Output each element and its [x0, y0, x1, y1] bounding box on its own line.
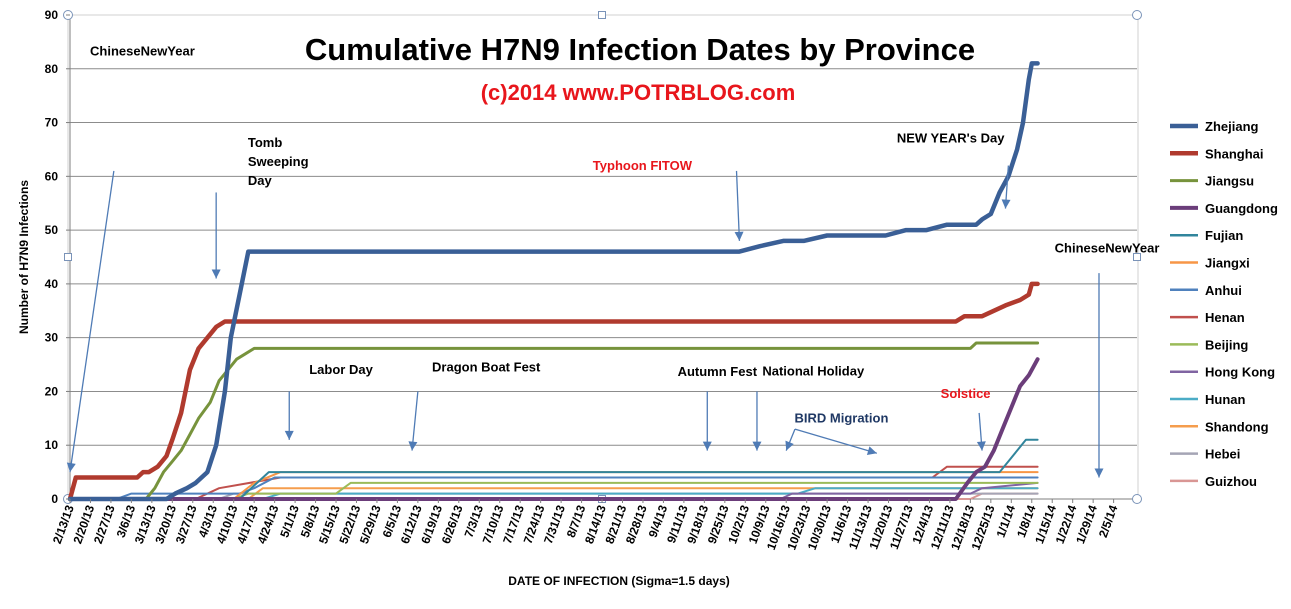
- selection-handle: [1132, 10, 1142, 20]
- series-line-jiangsu: [68, 341, 1040, 501]
- y-tick-label: 10: [45, 438, 59, 452]
- chart-title: Cumulative H7N9 Infection Dates by Provi…: [305, 32, 975, 67]
- y-tick-label: 40: [45, 277, 59, 291]
- legend-item-hunan: Hunan: [1205, 392, 1246, 407]
- chart-subtitle: (c)2014 www.POTRBLOG.com: [481, 80, 796, 105]
- annotation-arrow-head: [408, 441, 418, 451]
- annotation-label: Autumn Fest: [678, 364, 758, 379]
- annotation-arrow-head: [734, 231, 744, 241]
- annotation-arrow-head: [976, 441, 986, 451]
- legend-item-beijing: Beijing: [1205, 337, 1248, 352]
- series-line-shanghai: [67, 281, 1040, 502]
- annotation-arrow-head: [1094, 468, 1104, 478]
- legend-item-guizhou: Guizhou: [1205, 474, 1257, 489]
- legend-item-hong-kong: Hong Kong: [1205, 365, 1275, 380]
- annotation-arrow-head: [785, 440, 794, 451]
- annotation-arrow-head: [66, 462, 76, 473]
- series-line-guangdong: [68, 357, 1040, 501]
- selection-handle: [1132, 494, 1142, 504]
- annotation-label: National Holiday: [762, 363, 865, 378]
- annotation-label: NEW YEAR's Day: [897, 130, 1005, 145]
- legend-item-henan: Henan: [1205, 310, 1245, 325]
- selection-handle: [64, 253, 72, 261]
- series-lines: [67, 61, 1040, 502]
- y-tick-label: 90: [45, 8, 59, 22]
- legend-item-jiangxi: Jiangxi: [1205, 256, 1250, 271]
- annotation-label: ChineseNewYear: [90, 43, 195, 58]
- annotation-label: Dragon Boat Fest: [432, 360, 541, 375]
- y-tick-label: 70: [45, 116, 59, 130]
- y-axis-ticks: 0 10 20 30 40 50 60 70 80 90: [45, 8, 70, 506]
- y-tick-label: 0: [51, 492, 58, 506]
- legend-item-fujian: Fujian: [1205, 228, 1243, 243]
- annotation-label: Tomb: [248, 135, 282, 150]
- annotation-arrow-head: [284, 430, 294, 440]
- annotation-arrow-head: [752, 441, 762, 451]
- annotation-arrow-head: [211, 269, 221, 279]
- annotation-arrow-shaft: [735, 170, 741, 241]
- legend-item-zhejiang: Zhejiang: [1205, 119, 1259, 134]
- annotation-arrow-head: [1001, 199, 1011, 209]
- x-axis-label: DATE OF INFECTION (Sigma=1.5 days): [508, 574, 729, 588]
- selection-handle: [1133, 253, 1141, 261]
- annotation-arrow-shaft: [794, 428, 878, 454]
- y-tick-label: 20: [45, 384, 59, 398]
- annotation-arrow-head: [866, 446, 877, 456]
- legend-item-shanghai: Shanghai: [1205, 146, 1264, 161]
- annotation-arrow-shaft: [411, 391, 419, 451]
- legend-item-shandong: Shandong: [1205, 419, 1269, 434]
- annotation-arrow-shaft: [69, 170, 115, 473]
- y-tick-label: 50: [45, 223, 59, 237]
- y-tick-label: 30: [45, 331, 59, 345]
- y-axis-label: Number of H7N9 Infections: [17, 180, 31, 334]
- series-line-zhejiang: [67, 61, 1040, 502]
- legend-item-anhui: Anhui: [1205, 283, 1242, 298]
- selection-handle: [598, 11, 606, 19]
- annotations: ChineseNewYear Tomb Sweeping Day Labor Day Dr…: [66, 43, 1160, 478]
- annotation-arrow-head: [702, 441, 712, 451]
- annotation-label: ChineseNewYear: [1055, 241, 1160, 256]
- annotation-label: Solstice: [941, 386, 991, 401]
- legend-item-jiangsu: Jiangsu: [1205, 174, 1254, 189]
- annotation-label: BIRD Migration: [795, 411, 889, 426]
- legend-item-hebei: Hebei: [1205, 447, 1240, 462]
- y-tick-label: 60: [45, 169, 59, 183]
- annotation-label: Labor Day: [309, 362, 373, 377]
- annotation-label: Typhoon FITOW: [593, 158, 693, 173]
- legend: Zhejiang Shanghai Jiangsu Guangdong Fujian Ji…: [1170, 119, 1278, 489]
- legend-item-guangdong: Guangdong: [1205, 201, 1278, 216]
- annotation-label: Sweeping: [248, 154, 309, 169]
- y-tick-label: 80: [45, 62, 59, 76]
- annotation-label: Day: [248, 173, 273, 188]
